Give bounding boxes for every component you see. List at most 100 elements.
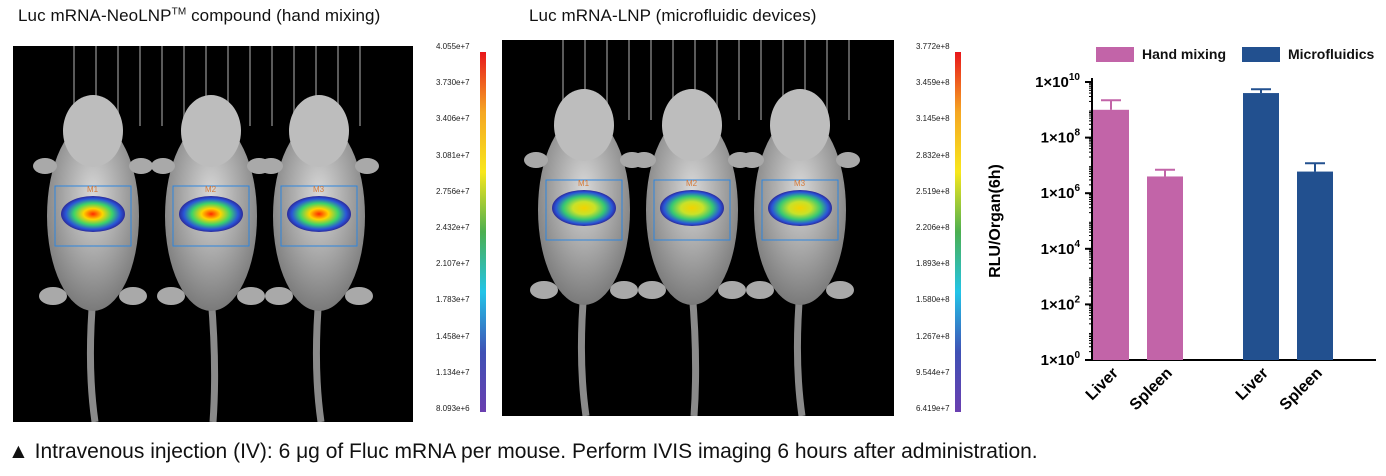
x-tick-label: Spleen <box>1277 365 1326 414</box>
chart-svg: 1×100 1×102 1×104 1×106 1×108 1×1010 RLU/Organ… <box>987 72 1376 414</box>
microfluidic-scale-label: 3.145e+8 <box>916 114 950 124</box>
hand-mixing-scale-label: 3.081e+7 <box>436 150 470 160</box>
holder-rod <box>359 46 361 126</box>
mouse-paw <box>530 281 558 299</box>
x-tick-label: Liver <box>1233 365 1272 404</box>
y-axis-label: RLU/Organ(6h) <box>987 164 1004 278</box>
mouse-2: M2 <box>632 89 752 416</box>
panel-title-hand-mixing: Luc mRNA-NeoLNPTM compound (hand mixing) <box>18 6 380 26</box>
holder-rod <box>606 40 608 120</box>
mouse-paw <box>746 281 774 299</box>
hand-mixing-scale-label: 3.730e+7 <box>436 78 470 88</box>
y-tick-label: 1×106 <box>1041 183 1081 202</box>
mouse-1: M1 <box>524 89 644 416</box>
mouse-paw <box>151 158 175 174</box>
bar-microfluidics-liver <box>1243 93 1279 360</box>
mouse-paw <box>836 152 860 168</box>
microfluidic-scale-label: 3.459e+8 <box>916 78 950 88</box>
mouse-tail <box>688 289 700 416</box>
microfluidic-scale-label: 2.206e+8 <box>916 223 950 232</box>
holder-rod <box>716 40 718 120</box>
holder-rod <box>183 46 185 126</box>
mouse-head <box>554 89 614 161</box>
mouse-head <box>770 89 830 161</box>
panel-title-microfluidic: Luc mRNA-LNP (microfluidic devices) <box>529 6 817 25</box>
bioluminescence-signal <box>768 190 832 226</box>
y-tick-label: 1×1010 <box>1035 72 1080 91</box>
hand-mixing-scale-label: 1.458e+7 <box>436 331 470 341</box>
holder-rod <box>848 40 850 120</box>
bioluminescence-signal <box>552 190 616 226</box>
mouse-tail <box>312 295 325 422</box>
legend-label: Hand mixing <box>1142 46 1227 62</box>
mouse-paw <box>265 287 293 305</box>
microfluidic-scale-label: 1.893e+8 <box>916 259 950 269</box>
bar-hand-mixing-spleen <box>1147 176 1183 360</box>
holder-rod <box>672 40 674 120</box>
y-tick-label: 1×108 <box>1041 128 1081 147</box>
hand-mixing-scale-label: 1.783e+7 <box>436 295 470 305</box>
legend-label: Microfluidics <box>1288 46 1375 62</box>
colorbar-microfluidic <box>955 52 961 412</box>
hand-mixing-scale-label: 1.134e+7 <box>436 367 470 377</box>
mouse-paw <box>740 152 764 168</box>
mouse-paw <box>259 158 283 174</box>
mouse-head <box>289 95 349 167</box>
holder-rod <box>628 40 630 120</box>
mouse-paw <box>610 281 638 299</box>
roi-box <box>172 185 250 247</box>
holder-rod <box>161 46 163 126</box>
roi-box <box>761 179 839 241</box>
holder-rod <box>227 46 229 126</box>
roi-label: M2 <box>686 179 698 188</box>
legend-item-microfluidics: Microfluidics <box>1242 46 1374 62</box>
y-tick-label: 1×104 <box>1041 239 1081 258</box>
microfluidic-scale-label: 6.419e+7 <box>916 404 950 413</box>
mouse-head <box>181 95 241 167</box>
mouse-tail <box>577 289 590 416</box>
holder-rod <box>95 46 97 126</box>
microfluidic-scale-label: 9.544e+7 <box>916 367 950 377</box>
roi-label: M3 <box>313 185 325 194</box>
microfluidic-scale-label: 1.267e+8 <box>916 331 950 341</box>
mouse-paw <box>718 281 746 299</box>
mouse-paw <box>638 281 666 299</box>
legend-swatch-hand-mixing <box>1096 46 1134 62</box>
roi-label: M2 <box>205 185 217 194</box>
holder-rod <box>139 46 141 126</box>
mice-image: M1 M2 M3 <box>33 46 379 422</box>
holder-rod <box>826 40 828 120</box>
mouse-paw <box>826 281 854 299</box>
panel-title-text: Luc mRNA-NeoLNP <box>18 6 172 25</box>
holder-rod <box>694 40 696 120</box>
hand-mixing-scale-label: 3.406e+7 <box>436 114 470 124</box>
bioluminescence-signal <box>287 196 351 232</box>
microfluidic-scale-label: 2.519e+8 <box>916 186 950 196</box>
roi-label: M1 <box>87 185 99 194</box>
trademark-sup: TM <box>171 6 187 18</box>
holder-rod <box>760 40 762 120</box>
mouse-paw <box>39 287 67 305</box>
holder-rod <box>782 40 784 120</box>
mouse-paw <box>237 287 265 305</box>
roi-label: M3 <box>794 179 806 188</box>
holder-rod <box>804 40 806 120</box>
roi-box <box>653 179 731 241</box>
mouse-paw <box>632 152 656 168</box>
holder-rod <box>205 46 207 126</box>
microfluidic-scale-label: 1.580e+8 <box>916 295 950 305</box>
holder-rod <box>117 46 119 126</box>
mouse-tail <box>793 289 806 416</box>
holder-rod <box>315 46 317 126</box>
mice-image: M1 M2 M3 <box>524 40 860 416</box>
bar-microfluidics-spleen <box>1297 171 1333 360</box>
holder-rod <box>738 40 740 120</box>
roi-box <box>54 185 132 247</box>
x-tick-label: Liver <box>1083 365 1122 404</box>
hand-mixing-scale-label: 2.432e+7 <box>436 223 470 232</box>
bioluminescence-signal <box>179 196 243 232</box>
hand-mixing-scale-label: 2.107e+7 <box>436 259 470 269</box>
hand-mixing-scale-label: 4.055e+7 <box>436 42 470 51</box>
mouse-paw <box>524 152 548 168</box>
mouse-3: M3 <box>259 95 379 422</box>
